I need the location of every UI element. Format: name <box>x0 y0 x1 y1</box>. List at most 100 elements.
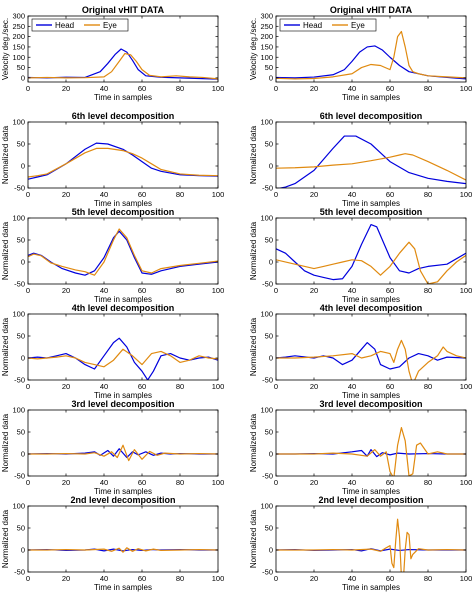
x-tick-label: 60 <box>386 190 394 199</box>
x-tick-label: 100 <box>460 84 473 93</box>
y-tick-label: 100 <box>260 214 273 223</box>
x-tick-label: 100 <box>460 478 473 487</box>
y-tick-label: 100 <box>12 53 25 62</box>
x-tick-label: 40 <box>100 190 108 199</box>
x-tick-label: 0 <box>274 84 278 93</box>
x-tick-label: 100 <box>212 478 225 487</box>
subplot-title: 3rd level decomposition <box>71 399 174 409</box>
x-axis-label: Time in samples <box>342 93 400 102</box>
y-tick-label: 100 <box>12 406 25 415</box>
series-line-eye <box>276 427 466 476</box>
x-tick-label: 40 <box>348 382 356 391</box>
x-tick-label: 20 <box>62 478 70 487</box>
legend: Head Eye <box>279 18 377 32</box>
x-tick-label: 100 <box>212 190 225 199</box>
x-tick-label: 60 <box>138 190 146 199</box>
x-tick-label: 100 <box>460 382 473 391</box>
y-tick-label: 300 <box>260 12 273 21</box>
y-tick-label: 50 <box>265 236 273 245</box>
y-tick-label: 0 <box>269 354 273 363</box>
x-tick-label: 0 <box>26 190 30 199</box>
x-tick-label: 0 <box>274 190 278 199</box>
x-tick-label: 100 <box>212 382 225 391</box>
y-tick-label: 50 <box>265 428 273 437</box>
x-tick-label: 60 <box>138 84 146 93</box>
y-tick-label: -50 <box>262 280 273 289</box>
plot-frame <box>27 409 219 477</box>
series-line-head <box>28 142 218 180</box>
x-axis-label: Time in samples <box>342 199 400 208</box>
x-tick-label: 20 <box>310 190 318 199</box>
x-tick-label: 20 <box>310 84 318 93</box>
y-tick-label: 100 <box>12 310 25 319</box>
x-tick-label: 100 <box>212 574 225 583</box>
x-tick-label: 60 <box>138 286 146 295</box>
series-line-head <box>28 337 218 380</box>
subplot-title: 2nd level decomposition <box>318 495 423 505</box>
legend-label-head: Head <box>303 21 322 30</box>
x-tick-label: 80 <box>424 286 432 295</box>
y-tick-label: 100 <box>260 502 273 511</box>
plot-frame <box>27 313 219 381</box>
x-tick-label: 20 <box>62 382 70 391</box>
x-tick-label: 80 <box>176 382 184 391</box>
y-axis-label: Normalized data <box>249 221 258 280</box>
plot-frame <box>27 505 219 573</box>
x-tick-label: 20 <box>62 190 70 199</box>
series-line-eye <box>276 30 466 80</box>
y-tick-label: 100 <box>260 53 273 62</box>
plot-frame <box>275 505 467 573</box>
y-tick-label: 150 <box>12 43 25 52</box>
plot-frame <box>27 15 219 83</box>
y-axis-label: Normalized data <box>1 125 10 184</box>
y-axis-label: Normalized data <box>1 317 10 376</box>
x-tick-label: 20 <box>310 574 318 583</box>
plot-frame <box>275 409 467 477</box>
y-tick-label: 150 <box>260 43 273 52</box>
x-axis-label: Time in samples <box>94 93 152 102</box>
y-tick-label: -50 <box>262 184 273 193</box>
x-tick-label: 60 <box>386 574 394 583</box>
x-tick-label: 80 <box>176 84 184 93</box>
y-tick-label: 50 <box>265 63 273 72</box>
y-tick-label: 50 <box>17 332 25 341</box>
x-tick-label: 40 <box>348 574 356 583</box>
x-tick-label: 20 <box>62 84 70 93</box>
legend-box <box>31 18 129 32</box>
series-line-eye <box>276 518 466 572</box>
subplot-title: 5th level decomposition <box>72 207 175 217</box>
y-tick-label: 50 <box>265 140 273 149</box>
x-tick-label: 0 <box>26 574 30 583</box>
x-tick-label: 40 <box>100 574 108 583</box>
y-axis-label: Normalized data <box>249 317 258 376</box>
x-tick-label: 0 <box>274 574 278 583</box>
series-line-eye <box>276 339 466 380</box>
x-axis-label: Time in samples <box>342 295 400 304</box>
x-tick-label: 0 <box>274 382 278 391</box>
y-tick-label: 250 <box>260 22 273 31</box>
x-tick-label: 80 <box>424 190 432 199</box>
x-tick-label: 80 <box>424 574 432 583</box>
x-tick-label: 100 <box>460 286 473 295</box>
subplot-title: 5th level decomposition <box>320 207 423 217</box>
x-tick-label: 20 <box>310 382 318 391</box>
x-tick-label: 0 <box>26 382 30 391</box>
series-line-eye <box>28 444 218 462</box>
x-axis-label: Time in samples <box>94 487 152 496</box>
x-tick-label: 20 <box>62 286 70 295</box>
x-axis-label: Time in samples <box>94 199 152 208</box>
y-axis-label: Normalized data <box>1 221 10 280</box>
subplot-title: 4th level decomposition <box>320 303 423 313</box>
y-tick-label: -50 <box>14 184 25 193</box>
x-axis-label: Time in samples <box>342 583 400 592</box>
plot-frame <box>275 15 467 83</box>
x-tick-label: 60 <box>138 574 146 583</box>
